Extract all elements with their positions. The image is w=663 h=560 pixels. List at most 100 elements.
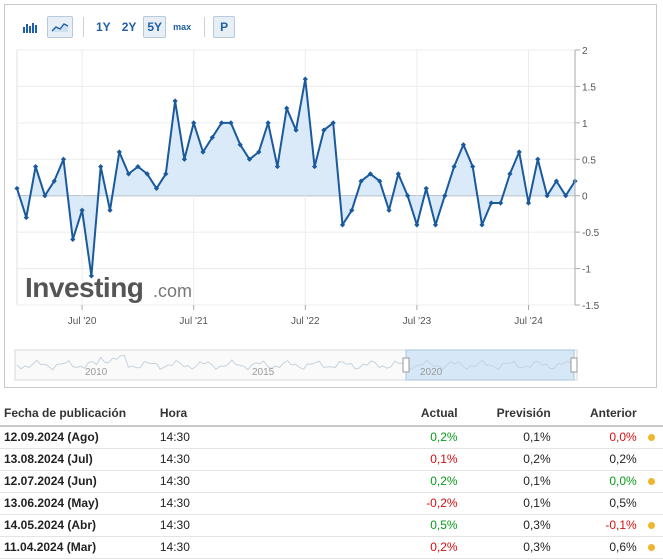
data-point[interactable] — [172, 98, 178, 104]
data-point[interactable] — [451, 163, 457, 170]
bar-chart-icon[interactable] — [17, 16, 43, 38]
row-forecast: 0,1% — [461, 492, 555, 515]
data-point[interactable] — [312, 163, 318, 170]
table-row: 13.06.2024 (May) 14:30 -0,2% 0,1% 0,5% — [0, 492, 663, 515]
data-point[interactable] — [339, 222, 346, 228]
row-revision-indicator — [640, 536, 663, 559]
data-point[interactable] — [237, 142, 243, 148]
investing-logo: Investing .com — [25, 272, 192, 303]
data-point[interactable] — [553, 178, 559, 184]
range-max-button[interactable]: max — [173, 22, 192, 32]
data-point[interactable] — [116, 149, 122, 155]
row-previous: 0,0% — [554, 426, 641, 449]
data-point[interactable] — [358, 178, 364, 184]
data-point[interactable] — [51, 178, 57, 184]
col-header-actual[interactable]: Actual — [327, 400, 462, 427]
data-point[interactable] — [330, 120, 336, 126]
navigator-year-label: 2020 — [420, 367, 443, 378]
col-header-forecast[interactable]: Previsión — [461, 400, 555, 427]
data-point[interactable] — [488, 200, 494, 206]
navigator[interactable]: 2010 2015 2020 — [14, 349, 578, 381]
data-point[interactable] — [442, 193, 448, 199]
navigator-right-handle[interactable] — [570, 357, 578, 373]
row-actual: -0,2% — [327, 492, 462, 515]
chart-toolbar: 1Y 2Y 5Y max P — [17, 13, 238, 41]
data-point[interactable] — [126, 171, 132, 177]
data-point[interactable] — [535, 156, 541, 162]
data-point[interactable] — [423, 185, 429, 192]
data-point[interactable] — [377, 178, 383, 184]
data-point[interactable] — [23, 214, 29, 221]
data-point[interactable] — [107, 207, 113, 213]
col-header-date[interactable]: Fecha de publicación — [0, 400, 156, 427]
data-point[interactable] — [163, 171, 169, 177]
navigator-year-label: 2015 — [252, 367, 275, 378]
data-point[interactable] — [349, 207, 355, 213]
data-point[interactable] — [470, 163, 476, 170]
data-point[interactable] — [479, 222, 485, 228]
y-axis: 2 1.5 1 0.5 0 -0.5 -1 -1.5 — [574, 46, 600, 312]
data-point[interactable] — [135, 163, 141, 170]
data-point[interactable] — [405, 193, 411, 199]
col-header-previous[interactable]: Anterior — [554, 400, 641, 427]
data-point[interactable] — [181, 156, 187, 162]
row-time: 14:30 — [155, 426, 328, 449]
data-point[interactable] — [209, 134, 215, 141]
data-point[interactable] — [153, 185, 160, 192]
row-revision-indicator — [640, 514, 663, 537]
data-point[interactable] — [432, 222, 439, 228]
table-row: 13.08.2024 (Jul) 14:30 0,1% 0,2% 0,2% — [0, 448, 663, 471]
area-chart-icon[interactable] — [47, 16, 73, 38]
data-point[interactable] — [79, 207, 85, 213]
data-point[interactable] — [144, 171, 150, 177]
data-point[interactable] — [507, 171, 513, 177]
range-1y-button[interactable]: 1Y — [96, 20, 111, 34]
data-point[interactable] — [191, 120, 197, 126]
data-point[interactable] — [274, 163, 280, 170]
revision-dot-icon[interactable] — [648, 522, 656, 529]
data-point[interactable] — [88, 273, 94, 279]
row-forecast: 0,1% — [461, 426, 555, 449]
data-point[interactable] — [395, 171, 401, 177]
data-point[interactable] — [256, 149, 262, 155]
revision-dot-icon[interactable] — [648, 434, 656, 442]
data-point[interactable] — [228, 120, 234, 126]
row-actual: 0,2% — [327, 426, 462, 449]
data-point[interactable] — [70, 236, 76, 243]
data-point[interactable] — [265, 120, 271, 126]
data-point[interactable] — [284, 105, 290, 111]
data-point[interactable] — [525, 200, 532, 206]
data-point[interactable] — [544, 193, 550, 199]
data-point[interactable] — [498, 200, 504, 206]
data-point[interactable] — [293, 127, 299, 133]
data-point[interactable] — [42, 193, 48, 199]
data-point[interactable] — [14, 185, 20, 192]
row-time: 14:30 — [155, 448, 328, 471]
navigator-left-handle[interactable] — [402, 357, 410, 373]
navigator-year-label: 2010 — [85, 367, 108, 378]
chart-panel: 1Y 2Y 5Y max P Investing .com 2 1.5 1 0.5 0 -… — [4, 4, 657, 388]
row-revision-indicator — [640, 470, 663, 493]
data-point[interactable] — [200, 149, 206, 155]
data-point[interactable] — [321, 127, 327, 133]
row-forecast: 0,1% — [461, 470, 555, 493]
p-button[interactable]: P — [213, 16, 236, 38]
data-point[interactable] — [219, 120, 225, 126]
data-point[interactable] — [33, 163, 39, 170]
revision-dot-icon[interactable] — [648, 544, 656, 551]
data-point[interactable] — [98, 163, 104, 170]
data-point[interactable] — [386, 207, 392, 213]
data-point[interactable] — [563, 193, 569, 199]
data-point[interactable] — [302, 76, 308, 82]
range-2y-button[interactable]: 2Y — [121, 20, 137, 34]
data-point[interactable] — [460, 142, 466, 148]
data-point[interactable] — [414, 222, 420, 228]
col-header-time[interactable]: Hora — [155, 400, 328, 427]
y-tick-label: 2 — [582, 46, 588, 57]
row-actual: 0,2% — [327, 470, 462, 493]
data-point[interactable] — [516, 149, 522, 155]
data-point[interactable] — [367, 171, 373, 177]
data-point[interactable] — [246, 156, 253, 162]
range-5y-button[interactable]: 5Y — [143, 16, 167, 38]
revision-dot-icon[interactable] — [648, 478, 656, 485]
